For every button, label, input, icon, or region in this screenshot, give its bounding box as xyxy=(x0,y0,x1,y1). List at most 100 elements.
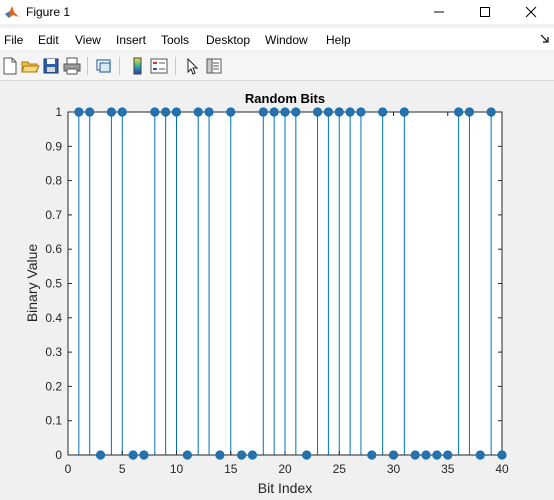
open-file-icon xyxy=(20,56,40,76)
toolbar-separator xyxy=(119,57,120,75)
toolbar-separator xyxy=(175,57,176,75)
y-tick-label: 0.8 xyxy=(45,174,62,188)
edit-plot-button[interactable] xyxy=(182,56,202,76)
print-button[interactable] xyxy=(62,56,82,76)
stem-point-6[interactable] xyxy=(129,451,137,459)
y-tick-label: 0.5 xyxy=(45,277,62,291)
stem-point-17[interactable] xyxy=(248,451,256,459)
stem-point-24[interactable] xyxy=(324,108,332,116)
chart-title: Random Bits xyxy=(68,91,502,106)
stem-point-15[interactable] xyxy=(227,108,235,116)
x-axis-label: Bit Index xyxy=(68,480,502,496)
x-tick-label: 30 xyxy=(387,462,401,476)
property-inspector-button[interactable] xyxy=(204,56,224,76)
minimize-button[interactable] xyxy=(416,0,462,24)
property-inspector-icon xyxy=(204,56,224,76)
x-tick-label: 20 xyxy=(278,462,292,476)
matlab-icon xyxy=(4,4,20,20)
colorbar-icon xyxy=(127,56,147,76)
minimize-icon xyxy=(433,6,445,18)
x-tick-label: 0 xyxy=(65,462,72,476)
stem-point-2[interactable] xyxy=(86,108,94,116)
stem-point-26[interactable] xyxy=(346,108,354,116)
dock-arrow-icon[interactable] xyxy=(540,34,550,44)
stem-point-32[interactable] xyxy=(411,451,419,459)
stem-point-23[interactable] xyxy=(313,108,321,116)
stem-point-8[interactable] xyxy=(151,108,159,116)
stem-point-25[interactable] xyxy=(335,108,343,116)
stem-point-22[interactable] xyxy=(303,451,311,459)
new-figure-icon xyxy=(0,56,20,76)
stem-point-40[interactable] xyxy=(498,451,506,459)
y-tick-label: 0.2 xyxy=(45,379,62,393)
menu-insert[interactable]: Insert xyxy=(116,33,146,47)
stem-point-9[interactable] xyxy=(161,108,169,116)
y-tick-label: 0.1 xyxy=(45,414,62,428)
link-plot-icon xyxy=(94,56,114,76)
stem-point-34[interactable] xyxy=(433,451,441,459)
close-icon xyxy=(525,6,537,18)
figure-toolbar xyxy=(0,52,554,81)
y-tick-label: 0.6 xyxy=(45,242,62,256)
stem-point-4[interactable] xyxy=(107,108,115,116)
figure-canvas[interactable]: 0 5 10 15 20 25 30 35 40 0 0.1 0.2 0.3 0.4 0.5 0.6 0.7 0.… xyxy=(0,81,554,500)
menu-bar: File Edit View Insert Tools Desktop Wind… xyxy=(0,28,554,50)
maximize-button[interactable] xyxy=(462,0,508,24)
y-tick-label: 0.9 xyxy=(45,139,62,153)
stem-point-27[interactable] xyxy=(357,108,365,116)
stem-point-5[interactable] xyxy=(118,108,126,116)
stem-point-11[interactable] xyxy=(183,451,191,459)
x-tick-label: 35 xyxy=(441,462,455,476)
title-bar: Figure 1 xyxy=(0,0,554,24)
link-plot-button[interactable] xyxy=(94,56,114,76)
window-title: Figure 1 xyxy=(26,5,70,19)
stem-point-36[interactable] xyxy=(454,108,462,116)
stem-point-14[interactable] xyxy=(216,451,224,459)
stem-point-16[interactable] xyxy=(237,451,245,459)
close-button[interactable] xyxy=(508,0,554,24)
x-tick-label: 10 xyxy=(170,462,184,476)
x-tick-label: 40 xyxy=(495,462,509,476)
y-tick-label: 0.3 xyxy=(45,345,62,359)
stem-point-1[interactable] xyxy=(75,108,83,116)
stem-point-33[interactable] xyxy=(422,451,430,459)
x-tick-label: 25 xyxy=(333,462,347,476)
colorbar-button[interactable] xyxy=(127,56,147,76)
menu-window[interactable]: Window xyxy=(265,33,308,47)
menu-help[interactable]: Help xyxy=(326,33,351,47)
stem-point-30[interactable] xyxy=(389,451,397,459)
stem-point-12[interactable] xyxy=(194,108,202,116)
stem-point-3[interactable] xyxy=(96,451,104,459)
stem-point-19[interactable] xyxy=(270,108,278,116)
stem-point-18[interactable] xyxy=(259,108,267,116)
legend-button[interactable] xyxy=(149,56,169,76)
maximize-icon xyxy=(479,6,491,18)
toolbar-separator xyxy=(87,57,88,75)
save-icon xyxy=(41,56,61,76)
y-axis-label: Binary Value xyxy=(24,244,40,322)
stem-point-20[interactable] xyxy=(281,108,289,116)
stem-point-10[interactable] xyxy=(172,108,180,116)
stem-point-29[interactable] xyxy=(378,108,386,116)
menu-file[interactable]: File xyxy=(4,33,23,47)
stem-point-7[interactable] xyxy=(140,451,148,459)
menu-tools[interactable]: Tools xyxy=(161,33,189,47)
open-file-button[interactable] xyxy=(20,56,40,76)
menu-desktop[interactable]: Desktop xyxy=(206,33,250,47)
save-button[interactable] xyxy=(41,56,61,76)
stem-point-31[interactable] xyxy=(400,108,408,116)
stem-point-21[interactable] xyxy=(292,108,300,116)
stem-point-38[interactable] xyxy=(476,451,484,459)
stem-point-13[interactable] xyxy=(205,108,213,116)
y-tick-label: 0.4 xyxy=(45,311,62,325)
print-icon xyxy=(62,56,82,76)
stem-plot[interactable]: 0 5 10 15 20 25 30 35 40 0 0.1 0.2 0.3 0.4 0.5 0.6 0.7 0.… xyxy=(0,81,554,500)
x-tick-label: 5 xyxy=(119,462,126,476)
stem-point-37[interactable] xyxy=(465,108,473,116)
stem-point-39[interactable] xyxy=(487,108,495,116)
new-figure-button[interactable] xyxy=(0,56,20,76)
stem-point-28[interactable] xyxy=(368,451,376,459)
stem-point-35[interactable] xyxy=(444,451,452,459)
menu-edit[interactable]: Edit xyxy=(38,33,59,47)
menu-view[interactable]: View xyxy=(75,33,101,47)
